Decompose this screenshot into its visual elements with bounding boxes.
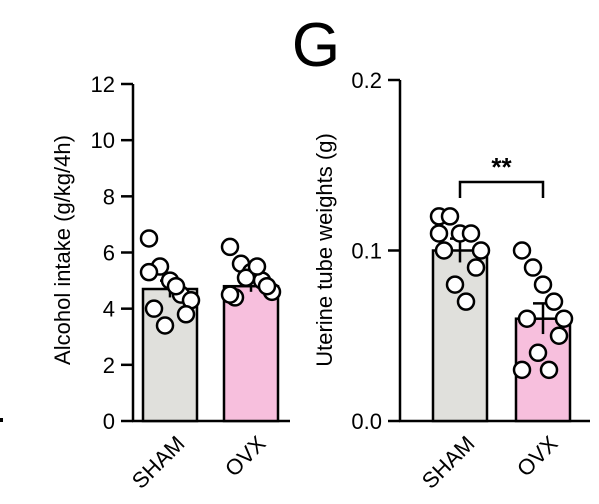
data-point xyxy=(471,241,491,260)
category-labels: SHAM OVX xyxy=(127,431,271,494)
y-tick-label: 0.1 xyxy=(351,239,382,264)
data-point xyxy=(139,262,159,282)
data-point xyxy=(166,276,186,296)
data-point xyxy=(236,268,256,288)
category-labels: SHAM OVX xyxy=(417,431,563,494)
y-tick-label: 8 xyxy=(103,184,115,209)
data-point xyxy=(517,309,537,328)
data-point xyxy=(176,305,196,324)
data-point xyxy=(544,292,564,311)
y-tick-label: 0.2 xyxy=(351,68,382,93)
data-point xyxy=(523,258,543,277)
y-tick-label: 2 xyxy=(103,353,115,378)
data-point xyxy=(257,276,277,296)
y-tick-label: 10 xyxy=(91,128,115,153)
data-point xyxy=(461,224,481,243)
y-tick-label: 4 xyxy=(103,297,115,322)
data-point xyxy=(139,229,159,248)
data-point xyxy=(445,275,465,294)
category-label-ovx: OVX xyxy=(512,431,563,482)
data-point xyxy=(466,258,486,277)
data-point xyxy=(247,257,267,276)
data-point xyxy=(429,224,449,243)
bars xyxy=(139,229,282,423)
data-point xyxy=(456,292,476,311)
data-point xyxy=(220,285,240,304)
data-point xyxy=(512,360,532,380)
bar-ovx xyxy=(222,284,280,423)
panel-letter: G xyxy=(292,11,340,80)
significance-bracket: ** xyxy=(458,152,545,198)
data-point xyxy=(144,299,164,318)
category-label-sham: SHAM xyxy=(127,431,190,494)
data-point xyxy=(549,326,569,345)
data-point xyxy=(533,275,553,294)
category-label-ovx: OVX xyxy=(220,431,271,482)
data-point xyxy=(434,241,454,260)
data-point xyxy=(554,309,574,328)
category-label-sham: SHAM xyxy=(417,431,480,494)
y-ticks: 0 2 4 6 8 10 12 xyxy=(91,72,133,434)
data-point xyxy=(528,343,548,363)
y-ticks: 0.0 0.1 0.2 xyxy=(351,68,400,434)
y-axis-title: Uterine tube weights (g) xyxy=(312,133,337,367)
data-point xyxy=(155,316,175,335)
significance-label: ** xyxy=(491,152,512,182)
data-point xyxy=(220,237,240,257)
uterine-weight-chart: Uterine tube weights (g) 0.0 0.1 0.2 SHAM O… xyxy=(312,68,590,493)
data-point xyxy=(440,207,460,226)
bracket-line xyxy=(458,180,545,198)
edge-mark xyxy=(0,418,3,422)
data-point xyxy=(512,241,532,260)
alcohol-intake-chart: Alcohol intake (g/kg/4h) 0 2 4 6 8 10 12 SHAM O… xyxy=(50,72,290,493)
bars xyxy=(429,207,574,423)
data-point xyxy=(539,360,559,380)
y-tick-label: 12 xyxy=(91,72,115,97)
y-tick-label: 0 xyxy=(103,409,115,434)
y-tick-label: 0.0 xyxy=(351,409,382,434)
y-axis-title: Alcohol intake (g/kg/4h) xyxy=(50,135,75,365)
y-tick-label: 6 xyxy=(103,241,115,266)
